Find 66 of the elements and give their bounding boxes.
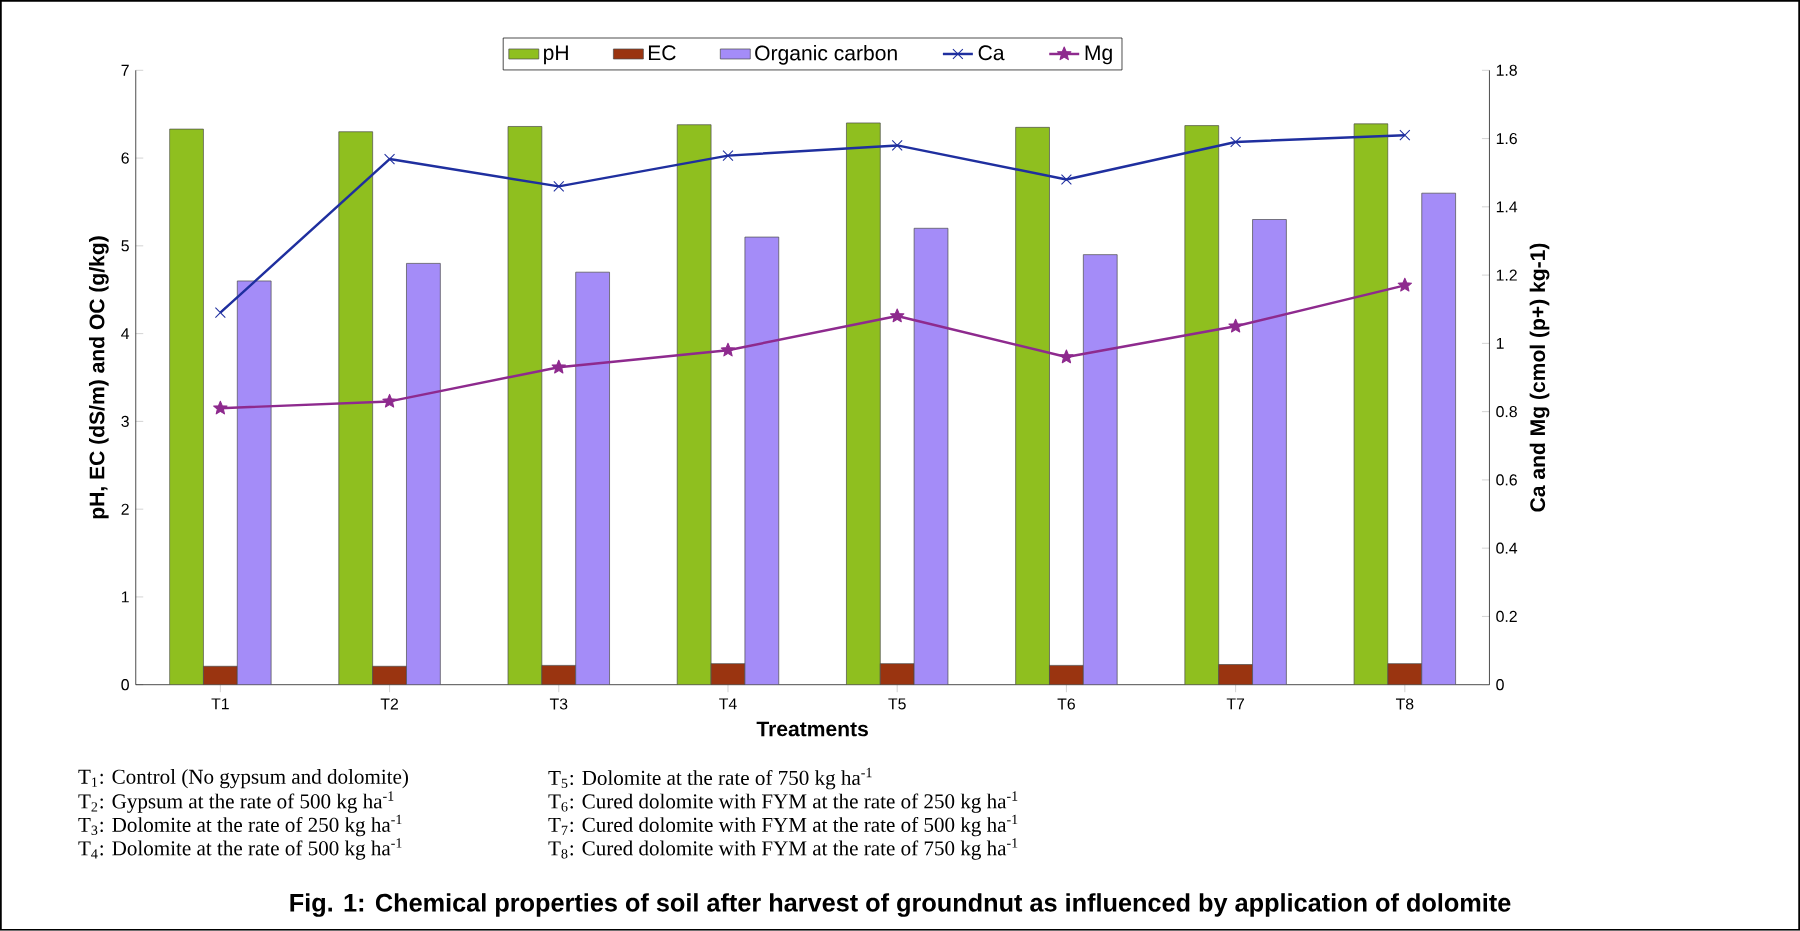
x-tick-label: T8 bbox=[1395, 698, 1414, 710]
text: T$_{1}$: Control (No gypsum and dolomite) bbox=[78, 769, 408, 789]
text: Fig. 1: Chemical properties of soil after harvest of groundnut as influenced by application of dolomite bbox=[290, 893, 1511, 917]
point bbox=[1059, 349, 1074, 364]
y-tick-label: 2 bbox=[121, 503, 129, 515]
bar bbox=[203, 666, 238, 685]
point bbox=[382, 393, 397, 408]
point bbox=[214, 307, 226, 319]
text: T$_{2}$: Gypsum at the rate of 500 kg ha$^{-1}$ bbox=[78, 791, 394, 813]
x-tick-label: T5 bbox=[888, 698, 906, 710]
point bbox=[553, 180, 565, 192]
y2-tick-label: 0.8 bbox=[1496, 406, 1517, 418]
y2-tick-label: 1.6 bbox=[1496, 133, 1517, 145]
y-tick-label: 6 bbox=[121, 152, 129, 164]
legend-label: Ca bbox=[978, 45, 1005, 61]
bar bbox=[1218, 664, 1253, 685]
point bbox=[1228, 318, 1243, 333]
y-tick-label: 3 bbox=[121, 415, 129, 428]
text: T$_{4}$: Dolomite at the rate of 500 kg ha$^{-1}$ bbox=[78, 838, 402, 860]
legend-label: EC bbox=[648, 45, 676, 61]
y2-tick-label: 0.4 bbox=[1496, 542, 1518, 554]
point bbox=[720, 342, 736, 357]
point bbox=[551, 359, 566, 374]
y-tick-label: 0 bbox=[121, 679, 129, 691]
x-tick-label: T6 bbox=[1057, 698, 1075, 710]
y2-tick-label: 0.6 bbox=[1496, 474, 1517, 486]
text: T$_{5}$: Dolomite at the rate of 750 kg ha$^{-1}$ bbox=[548, 767, 872, 790]
y2-tick-label: 1 bbox=[1496, 338, 1504, 349]
point bbox=[722, 150, 734, 162]
point bbox=[889, 308, 905, 323]
y2-axis-title: Ca and Mg (cmol (p+) kg-1) bbox=[1529, 243, 1550, 512]
bar bbox=[372, 666, 407, 685]
x-tick-label: T1 bbox=[211, 698, 229, 710]
point bbox=[1397, 277, 1413, 292]
text: T$_{8}$: Cured dolomite with FYM at the rate of 750 kg ha$^{-1}$ bbox=[548, 838, 1018, 860]
y2-tick-label: 1.4 bbox=[1496, 201, 1518, 213]
x-tick-label: T4 bbox=[719, 698, 737, 710]
legend-label: Mg bbox=[1085, 45, 1112, 65]
y2-tick-label: 1.2 bbox=[1496, 269, 1517, 281]
legend-label: Organic carbon bbox=[755, 45, 897, 65]
y2-tick-label: 0.2 bbox=[1496, 610, 1517, 623]
point bbox=[1230, 136, 1242, 148]
y-tick-label: 7 bbox=[121, 64, 129, 76]
y-tick-label: 1 bbox=[121, 591, 129, 603]
text: T$_{3}$: Dolomite at the rate of 250 kg ha$^{-1}$ bbox=[78, 814, 402, 837]
legend-label: pH bbox=[544, 45, 568, 65]
bar bbox=[710, 663, 746, 685]
x-tick-label: T7 bbox=[1226, 698, 1245, 710]
x-tick-label: T3 bbox=[549, 698, 568, 710]
bar bbox=[879, 663, 915, 685]
point bbox=[1060, 174, 1072, 186]
point bbox=[213, 400, 228, 415]
point bbox=[891, 139, 903, 151]
point bbox=[1399, 129, 1411, 141]
y-tick-label: 5 bbox=[121, 240, 129, 252]
point bbox=[384, 153, 396, 165]
y-tick-label: 4 bbox=[121, 328, 130, 340]
y2-tick-label: 0 bbox=[1496, 679, 1504, 691]
text: T$_{6}$: Cured dolomite with FYM at the rate of 250 kg ha$^{-1}$ bbox=[548, 791, 1018, 813]
bar bbox=[1387, 663, 1423, 685]
y2-tick-label: 1.8 bbox=[1496, 64, 1517, 76]
x-axis-title: Treatments bbox=[756, 721, 868, 737]
x-tick-label: T2 bbox=[380, 698, 398, 710]
y-axis-title: pH, EC (dS/m) and OC (g/kg) bbox=[88, 236, 109, 519]
bar bbox=[1049, 665, 1084, 685]
text: T$_{7}$: Cured dolomite with FYM at the rate of 500 kg ha$^{-1}$ bbox=[548, 814, 1018, 837]
